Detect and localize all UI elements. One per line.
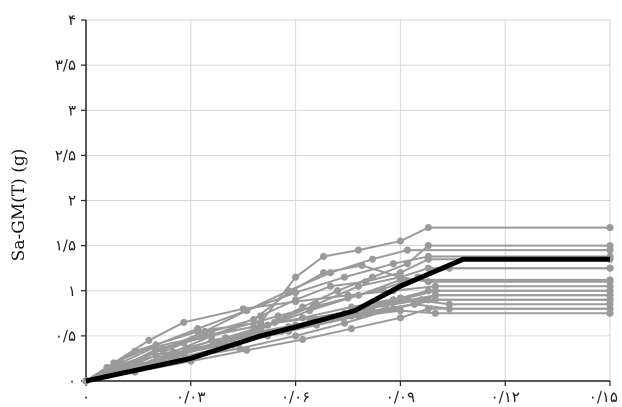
x-tick-label: ۰/۱۲ [491,388,520,406]
record-point [298,314,307,322]
record-point [606,264,614,272]
y-tick-label: ۰ [68,372,76,390]
y-tick-label: ۴ [68,11,76,29]
record-point [389,305,398,313]
record-point [292,332,300,340]
record-point [312,300,321,308]
record-point [354,291,363,299]
record-point [333,287,342,295]
record-point [166,352,174,360]
record-point [606,223,614,232]
y-tick-label: ۲/۵ [55,146,76,164]
mean-series [85,256,610,384]
record-point [396,314,404,322]
record-point [110,359,118,367]
record-point [326,269,335,277]
grid-lines [86,19,611,381]
record-point [606,246,614,254]
record-point [396,237,404,245]
record-point [285,287,293,295]
record-point [215,339,223,347]
record-point [389,296,398,304]
x-tick-label: ۰ [82,388,90,406]
record-point [389,260,398,268]
record-series [82,223,614,385]
record-point [424,305,432,313]
tick-labels: ۰ ۰/۵ ۱ ۱/۵ ۲ ۲/۵ ۳ ۳/۵ ۴ ۰ ۰/۰۳ ۰/۰۶ ۰/۰۹ ۰/۱۲ ۰/۱۵ [55,11,618,406]
x-tick-label: ۰/۰۹ [386,388,415,406]
record-point [396,307,404,315]
record-point [159,345,167,354]
y-tick-label: ۳/۵ [55,56,76,74]
record-point [292,273,300,281]
record-point [354,282,363,290]
record-point [424,252,432,261]
axes [81,19,611,386]
record-point [445,300,453,308]
x-tick-label: ۰/۰۶ [281,388,310,406]
y-tick-label: ۳ [68,101,76,119]
y-tick-label: ۱ [68,282,76,300]
record-point [347,325,356,333]
record-point [403,246,411,254]
record-point [243,346,251,354]
record-point [145,336,153,344]
record-point [424,264,432,272]
record-point [201,327,209,335]
x-tick-label: ۰/۰۳ [176,388,205,406]
record-point [368,255,377,263]
record-point [257,325,265,333]
mean-line [85,256,610,384]
record-line [85,249,610,382]
record-point [305,307,314,315]
record-point [354,246,363,254]
record-line [85,255,610,382]
record-point [431,309,439,317]
y-axis-label: Sa-GM(T) (g) [9,149,29,262]
record-point [243,307,251,315]
record-point [326,282,335,290]
record-point [194,325,202,333]
record-point [180,318,188,326]
y-tick-label: ۱/۵ [55,237,76,255]
record-point [606,276,614,284]
record-point [236,344,244,353]
record-series-11 [82,291,614,385]
y-tick-label: ۰/۵ [55,327,76,345]
record-point [274,312,282,320]
record-point [424,223,432,232]
record-point [208,336,216,344]
record-point [319,252,328,261]
record-point [152,341,160,349]
record-point [298,335,307,344]
record-point [292,296,300,304]
record-point [431,296,439,304]
record-point [606,287,614,295]
x-tick-label: ۰/۱۵ [589,388,618,406]
record-point [606,305,614,313]
record-point [424,242,432,250]
record-point [340,319,349,327]
record-point [292,288,300,297]
record-point [606,296,614,304]
record-series-1 [82,291,614,385]
record-point [257,312,265,320]
record-point [396,276,404,284]
y-tick-label: ۲ [68,192,76,210]
record-point [424,287,432,295]
record-point [340,273,349,281]
